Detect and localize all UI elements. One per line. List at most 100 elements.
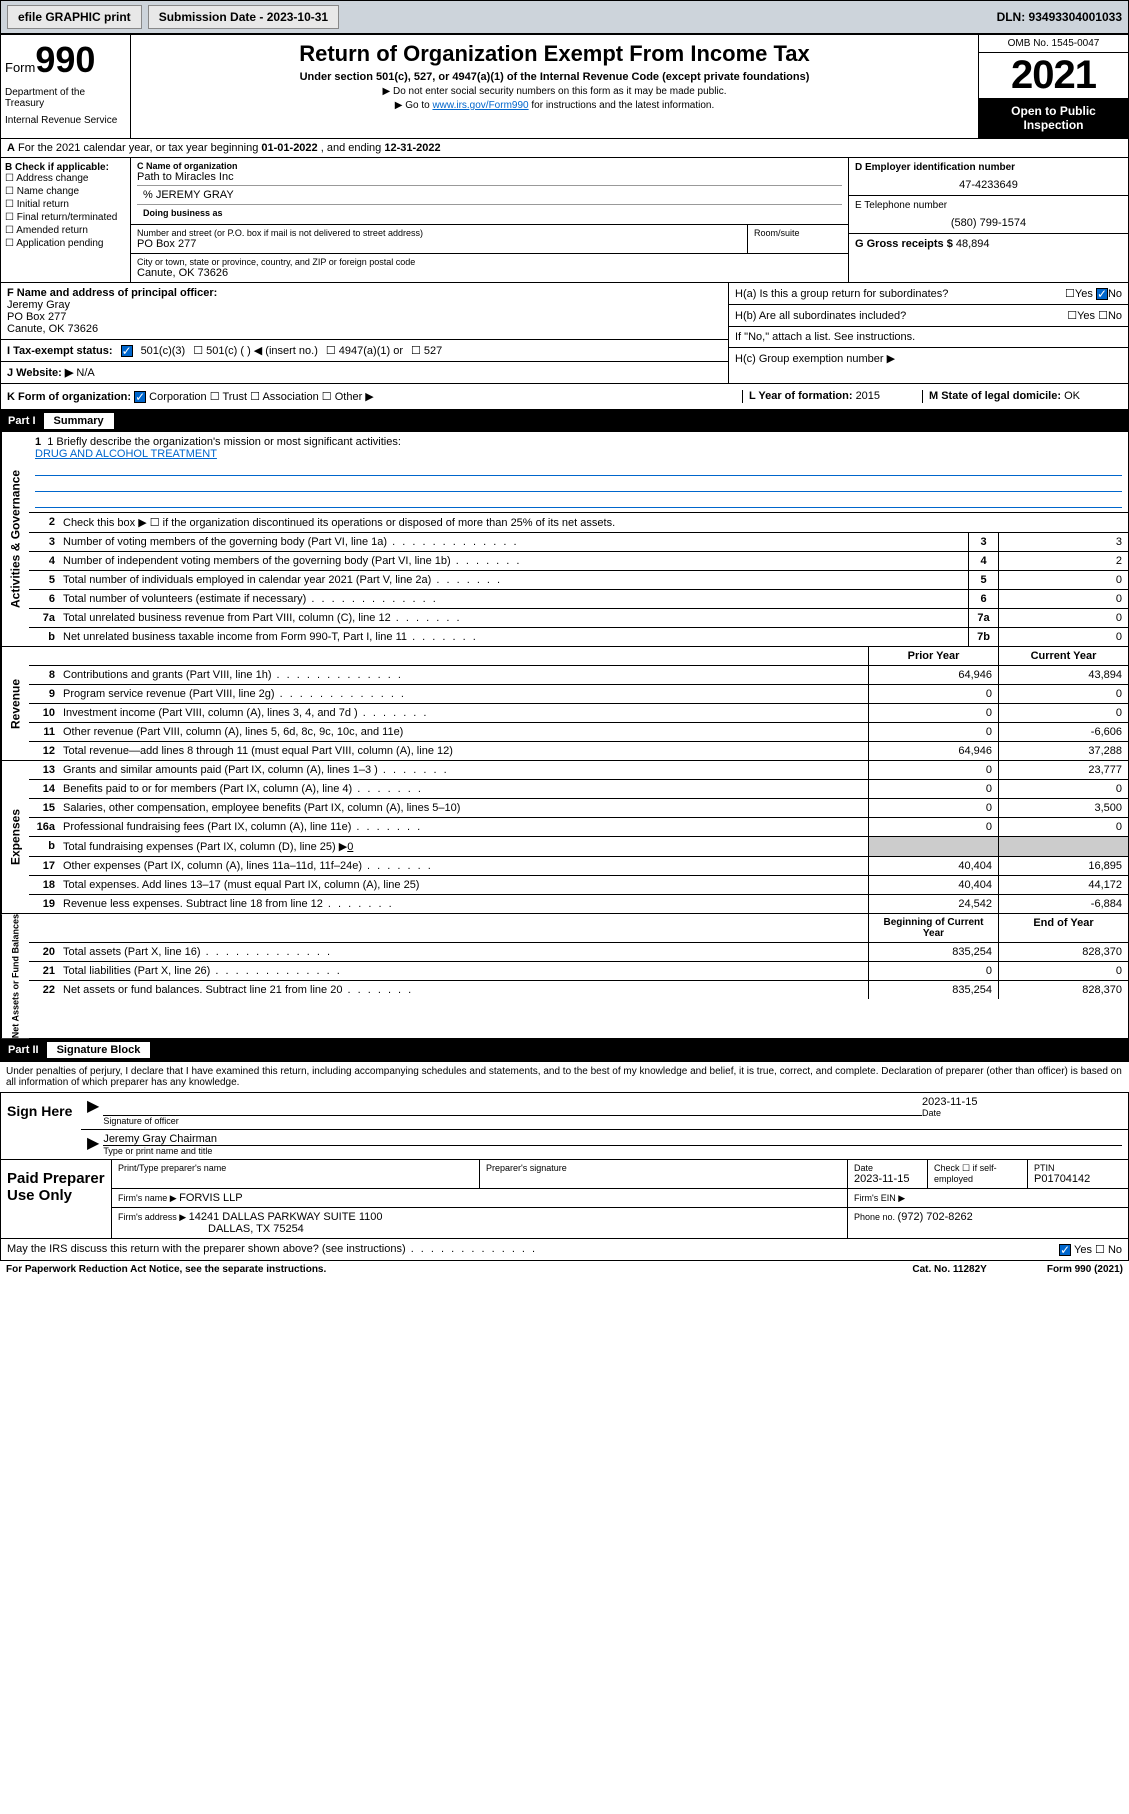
line-17: 17Other expenses (Part IX, column (A), l… bbox=[29, 857, 1128, 876]
l11-prior: 0 bbox=[868, 723, 998, 741]
officer-city: Canute, OK 73626 bbox=[7, 323, 722, 335]
irs-link[interactable]: www.irs.gov/Form990 bbox=[432, 100, 528, 111]
part-i-title: Summary bbox=[44, 413, 114, 429]
cb-name-change[interactable]: ☐ Name change bbox=[5, 186, 126, 197]
line-7b: bNet unrelated business taxable income f… bbox=[29, 628, 1128, 646]
l18-curr: 44,172 bbox=[998, 876, 1128, 894]
line-18: 18Total expenses. Add lines 13–17 (must … bbox=[29, 876, 1128, 895]
form-note2: ▶ Go to www.irs.gov/Form990 for instruct… bbox=[137, 100, 972, 111]
col-cd: C Name of organization Path to Miracles … bbox=[131, 158, 848, 282]
l15-prior: 0 bbox=[868, 799, 998, 817]
prep-title: Paid Preparer Use Only bbox=[1, 1160, 111, 1238]
l19-text: Revenue less expenses. Subtract line 18 … bbox=[59, 895, 868, 913]
cb-discuss-yes[interactable] bbox=[1059, 1244, 1071, 1256]
irs: Internal Revenue Service bbox=[5, 115, 126, 126]
l16b-pre: Total fundraising expenses (Part IX, col… bbox=[63, 841, 347, 853]
col-b: B Check if applicable: ☐ Address change … bbox=[1, 158, 131, 282]
prep-check-label: Check ☐ if self-employed bbox=[934, 1163, 1021, 1184]
row-a-label: A bbox=[7, 142, 15, 154]
l7b-val: 0 bbox=[998, 628, 1128, 646]
l9-text: Program service revenue (Part VIII, line… bbox=[59, 685, 868, 703]
hc-label: H(c) Group exemption number ▶ bbox=[735, 352, 895, 365]
row-a-mid: , and ending bbox=[321, 142, 385, 154]
cb-app-pending[interactable]: ☐ Application pending bbox=[5, 238, 126, 249]
l9-prior: 0 bbox=[868, 685, 998, 703]
cb-amended[interactable]: ☐ Amended return bbox=[5, 225, 126, 236]
ein-label: D Employer identification number bbox=[855, 162, 1122, 173]
part-i-num: Part I bbox=[8, 415, 36, 427]
cb-501c3[interactable] bbox=[121, 345, 133, 357]
tax-end: 12-31-2022 bbox=[384, 142, 440, 154]
firm-addr-label: Firm's address ▶ bbox=[118, 1212, 189, 1222]
cb-final-return[interactable]: ☐ Final return/terminated bbox=[5, 212, 126, 223]
opt-4947: 4947(a)(1) or bbox=[339, 345, 403, 357]
l16a-curr: 0 bbox=[998, 818, 1128, 836]
line-9: 9Program service revenue (Part VIII, lin… bbox=[29, 685, 1128, 704]
l16b-val: 0 bbox=[347, 841, 353, 853]
l22-begin: 835,254 bbox=[868, 981, 998, 999]
fijk-right: H(a) Is this a group return for subordin… bbox=[728, 283, 1128, 383]
discuss-no: No bbox=[1108, 1244, 1122, 1256]
efile-print-button[interactable]: efile GRAPHIC print bbox=[7, 5, 142, 29]
l16a-text: Professional fundraising fees (Part IX, … bbox=[59, 818, 868, 836]
sig-row-2: ▶ Jeremy Gray Chairman Type or print nam… bbox=[81, 1130, 1128, 1159]
k-right: M State of legal domicile: OK bbox=[922, 390, 1122, 403]
l15-text: Salaries, other compensation, employee b… bbox=[59, 799, 868, 817]
cb-label: Initial return bbox=[17, 199, 69, 210]
l10-prior: 0 bbox=[868, 704, 998, 722]
mission-text: DRUG AND ALCOHOL TREATMENT bbox=[35, 448, 1122, 460]
exp-body: 13Grants and similar amounts paid (Part … bbox=[29, 761, 1128, 913]
net-body: Beginning of Current YearEnd of Year 20T… bbox=[29, 914, 1128, 1038]
hb-note: If "No," attach a list. See instructions… bbox=[735, 331, 915, 343]
row-j: J Website: ▶ N/A bbox=[1, 362, 728, 383]
form-header: Form990 Department of the Treasury Inter… bbox=[0, 34, 1129, 139]
cb-ha-no[interactable] bbox=[1096, 288, 1108, 300]
cb-initial-return[interactable]: ☐ Initial return bbox=[5, 199, 126, 210]
discuss-text: May the IRS discuss this return with the… bbox=[7, 1243, 537, 1256]
line-3: 3Number of voting members of the governi… bbox=[29, 533, 1128, 552]
dept-treasury: Department of the Treasury bbox=[5, 87, 126, 109]
l8-curr: 43,894 bbox=[998, 666, 1128, 684]
prep-date-cell: Date2023-11-15 bbox=[848, 1160, 928, 1188]
mission-line bbox=[35, 462, 1122, 476]
ha-yes: Yes bbox=[1075, 288, 1093, 300]
mission-label: 1 Briefly describe the organization's mi… bbox=[47, 436, 401, 448]
header-mid: Return of Organization Exempt From Incom… bbox=[131, 35, 978, 138]
col-de: D Employer identification number 47-4233… bbox=[848, 158, 1128, 282]
cb-address-change[interactable]: ☐ Address change bbox=[5, 173, 126, 184]
prep-block: Paid Preparer Use Only Print/Type prepar… bbox=[0, 1160, 1129, 1239]
l19-prior: 24,542 bbox=[868, 895, 998, 913]
block-fijk: F Name and address of principal officer:… bbox=[0, 283, 1129, 384]
b-label: B Check if applicable: bbox=[5, 162, 126, 173]
l3-text: Number of voting members of the governin… bbox=[59, 533, 968, 551]
cb-corp[interactable] bbox=[134, 391, 146, 403]
hb-question: H(b) Are all subordinates included? bbox=[735, 310, 1067, 322]
prep-right: Print/Type preparer's name Preparer's si… bbox=[111, 1160, 1128, 1238]
sig-date-label: Date bbox=[922, 1108, 1122, 1118]
sig-row-1: ▶ Signature of officer 2023-11-15 Date bbox=[81, 1093, 1128, 1130]
form-note1: ▶ Do not enter social security numbers o… bbox=[137, 86, 972, 97]
city-label: City or town, state or province, country… bbox=[137, 257, 842, 267]
part-ii-num: Part II bbox=[8, 1044, 39, 1056]
officer-addr: PO Box 277 bbox=[7, 311, 722, 323]
k-mid: L Year of formation: 2015 bbox=[742, 390, 922, 403]
firm-ein-cell: Firm's EIN ▶ bbox=[848, 1189, 1128, 1207]
hb-yes: Yes bbox=[1077, 310, 1095, 322]
l14-text: Benefits paid to or for members (Part IX… bbox=[59, 780, 868, 798]
l20-text: Total assets (Part X, line 16) bbox=[59, 943, 868, 961]
header-right: OMB No. 1545-0047 2021 Open to Public In… bbox=[978, 35, 1128, 138]
l17-text: Other expenses (Part IX, column (A), lin… bbox=[59, 857, 868, 875]
row-i: I Tax-exempt status: 501(c)(3) ☐ 501(c) … bbox=[1, 340, 728, 362]
l21-end: 0 bbox=[998, 962, 1128, 980]
arrow-icon: ▶ bbox=[87, 1096, 99, 1126]
form-num: 990 bbox=[35, 39, 95, 80]
discuss-row: May the IRS discuss this return with the… bbox=[0, 1239, 1129, 1261]
l5-text: Total number of individuals employed in … bbox=[59, 571, 968, 589]
line-22: 22Net assets or fund balances. Subtract … bbox=[29, 981, 1128, 999]
note2-pre: ▶ Go to bbox=[395, 100, 433, 111]
section-expenses: Expenses 13Grants and similar amounts pa… bbox=[0, 761, 1129, 914]
opt-501c: 501(c) ( ) ◀ (insert no.) bbox=[206, 345, 318, 357]
submission-date-button[interactable]: Submission Date - 2023-10-31 bbox=[148, 5, 339, 29]
cb-label: Application pending bbox=[16, 238, 103, 249]
sig-date: 2023-11-15 bbox=[922, 1096, 1122, 1108]
